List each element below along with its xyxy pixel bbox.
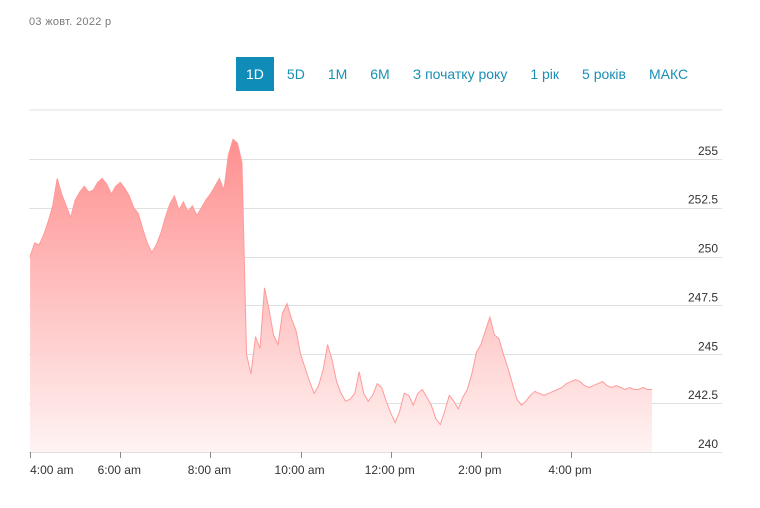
x-tick-label: 4:00 am xyxy=(30,463,73,477)
y-tick-label: 255 xyxy=(698,144,718,158)
time-range-tabs: 1D 5D 1M 6M З початку року 1 рік 5 років МАКС xyxy=(236,57,701,91)
y-tick-label: 252.5 xyxy=(688,193,718,207)
range-tab[interactable]: МАКС xyxy=(648,66,689,82)
chart-date-label: 03 жовт. 2022 р xyxy=(29,16,112,28)
range-tab[interactable]: З початку року xyxy=(412,66,508,82)
x-tick-label: 8:00 am xyxy=(188,463,231,477)
y-tick-label: 247.5 xyxy=(688,290,718,304)
x-tick-label: 2:00 pm xyxy=(458,463,501,477)
price-area xyxy=(30,139,653,453)
y-tick-label: 250 xyxy=(698,242,718,256)
y-tick-label: 245 xyxy=(698,339,718,353)
x-tick-label: 10:00 am xyxy=(275,463,325,477)
price-line xyxy=(29,138,653,426)
range-tab[interactable]: 6M xyxy=(370,66,390,82)
x-axis-ticks: 4:00 am 6:00 am 8:00 am 10:00 am 12:00 pm 2:0… xyxy=(30,452,592,477)
y-tick-label: 240 xyxy=(698,437,718,451)
range-tab[interactable]: 1 рік xyxy=(530,66,560,82)
chart-area-series xyxy=(29,138,653,453)
x-tick-label: 4:00 pm xyxy=(548,463,591,477)
y-tick-label: 242.5 xyxy=(688,388,718,402)
range-tab[interactable]: 5 років xyxy=(582,66,626,82)
x-tick-label: 12:00 pm xyxy=(365,463,415,477)
x-tick-label: 6:00 am xyxy=(98,463,141,477)
range-tab[interactable]: 1M xyxy=(327,66,348,82)
range-tab[interactable]: 5D xyxy=(286,66,305,82)
range-tab[interactable]: 1D xyxy=(236,57,274,91)
y-axis-ticks: 240 242.5 245 247.5 250 252.5 255 xyxy=(688,144,718,451)
